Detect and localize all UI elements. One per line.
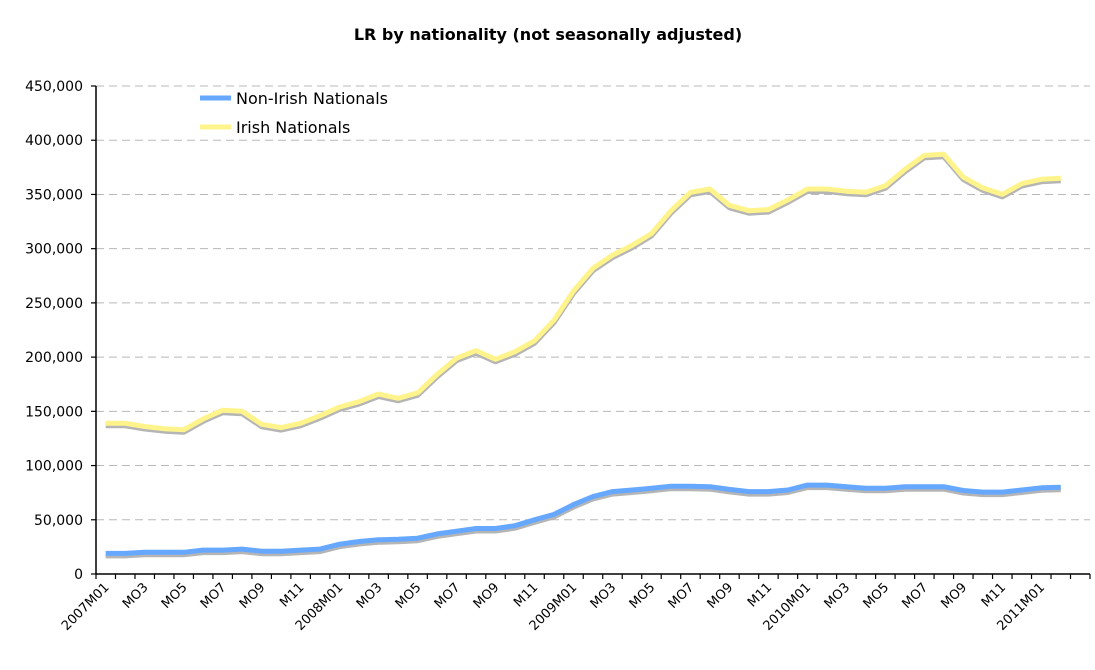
y-tick-label: 350,000 xyxy=(25,187,83,203)
legend-item-irish[interactable]: Irish Nationals xyxy=(200,118,350,137)
x-tick-label: MO9 xyxy=(939,580,971,612)
x-tick-label: MO5 xyxy=(393,580,425,612)
series-line-irish-nationals[interactable] xyxy=(105,151,1061,433)
y-axis: 0 50,000 100,000 150,000 200,000 250,000 300,0… xyxy=(25,79,97,583)
x-tick-label: MO7 xyxy=(666,580,698,612)
x-tick-label: MO7 xyxy=(900,580,932,612)
x-tick-label: MO3 xyxy=(354,580,386,612)
chart-title: LR by nationality (not seasonally adjust… xyxy=(354,25,742,44)
y-tick-label: 150,000 xyxy=(25,404,83,420)
x-tick-label: MO5 xyxy=(627,580,659,612)
x-tick-label: MO9 xyxy=(237,580,269,612)
y-tick-label: 300,000 xyxy=(25,242,83,258)
series-line-non-irish-nationals[interactable] xyxy=(105,482,1061,556)
legend-label-non-irish: Non-Irish Nationals xyxy=(236,89,388,108)
legend-item-non-irish[interactable]: Non-Irish Nationals xyxy=(200,89,388,108)
x-tick-label: M11 xyxy=(277,580,307,610)
legend-label-irish: Irish Nationals xyxy=(236,118,350,137)
x-tick-label: MO9 xyxy=(471,580,503,612)
y-tick-label: 250,000 xyxy=(25,296,83,312)
legend: Non-Irish Nationals Irish Nationals xyxy=(200,89,388,137)
x-tick-label: MO3 xyxy=(120,580,152,612)
series-lines xyxy=(105,151,1061,559)
y-tick-label: 450,000 xyxy=(25,79,83,95)
y-tick-label: 100,000 xyxy=(25,459,83,475)
y-tick-label: 200,000 xyxy=(25,350,83,366)
x-tick-label: M11 xyxy=(979,580,1009,610)
x-tick-label: 2007M01 xyxy=(59,580,113,634)
gridlines xyxy=(96,85,1090,521)
series-shadow-1 xyxy=(105,154,1061,435)
x-tick-label: MO3 xyxy=(822,580,854,612)
y-tick-label: 50,000 xyxy=(34,513,83,529)
x-tick-label: M11 xyxy=(511,580,541,610)
x-tick-label: MO5 xyxy=(861,580,893,612)
x-tick-label: MO7 xyxy=(432,580,464,612)
x-tick-label: MO5 xyxy=(159,580,191,612)
x-tick-label: M11 xyxy=(745,580,775,610)
x-tick-label: MO7 xyxy=(198,580,230,612)
x-tick-label: MO3 xyxy=(588,580,620,612)
x-tick-label: MO9 xyxy=(705,580,737,612)
y-tick-label: 400,000 xyxy=(25,133,83,149)
y-tick-label: 0 xyxy=(74,567,83,583)
